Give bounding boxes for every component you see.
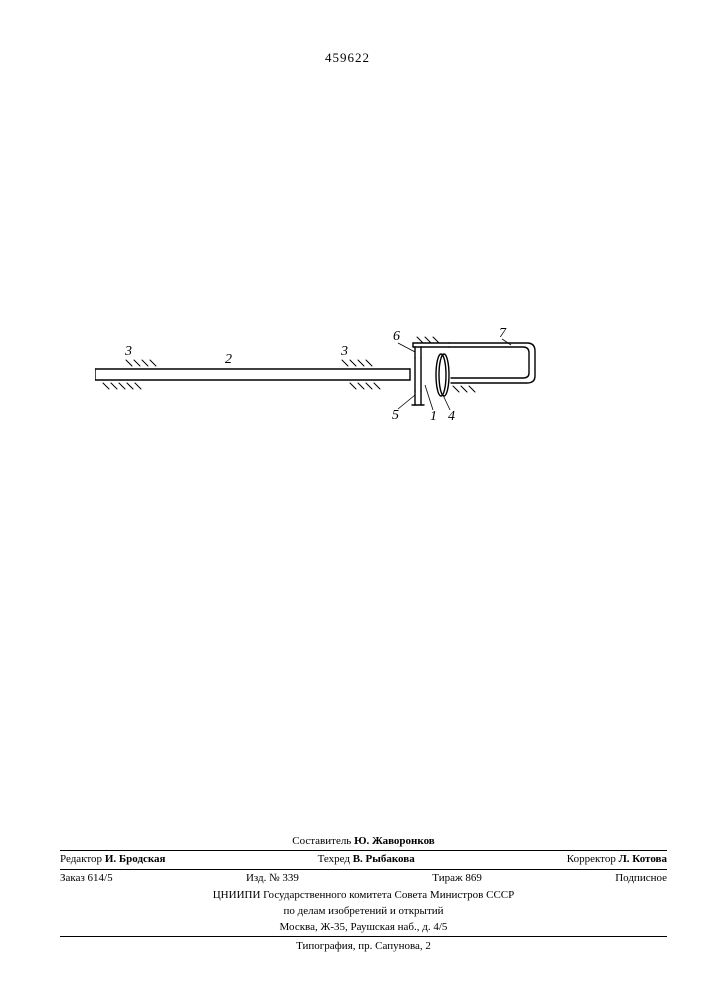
techred-name: В. Рыбакова <box>353 853 415 865</box>
label-5: 5 <box>392 408 399 423</box>
label-7: 7 <box>499 326 507 341</box>
patent-number: 459622 <box>325 50 370 66</box>
label-4: 4 <box>448 409 455 424</box>
corrector-label: Корректор <box>567 853 616 865</box>
typography: Типография, пр. Сапунова, 2 <box>60 936 667 955</box>
label-3b: 3 <box>340 344 348 359</box>
label-3a: 3 <box>124 344 132 359</box>
org-line1: ЦНИИПИ Государственного комитета Совета … <box>60 888 667 904</box>
subscription: Подписное <box>615 871 667 887</box>
composer-name: Ю. Жаворонков <box>354 835 435 847</box>
edition-number: Изд. № 339 <box>246 871 299 887</box>
org-line3: Москва, Ж-35, Раушская наб., д. 4/5 <box>60 920 667 936</box>
techred-label: Техред <box>318 853 350 865</box>
editor-label: Редактор <box>60 853 102 865</box>
org-line2: по делам изобретений и открытий <box>60 904 667 920</box>
footer-block: Составитель Ю. Жаворонков Редактор И. Бр… <box>60 834 667 955</box>
composer-label: Составитель <box>292 835 351 847</box>
label-6: 6 <box>393 329 400 344</box>
editor-name: И. Бродская <box>105 853 166 865</box>
circulation: Тираж 869 <box>432 871 482 887</box>
order-number: Заказ 614/5 <box>60 871 113 887</box>
corrector-name: Л. Котова <box>619 853 667 865</box>
technical-figure: 3 2 3 6 7 5 1 4 <box>95 325 565 445</box>
label-1: 1 <box>430 409 437 424</box>
label-2: 2 <box>225 352 232 367</box>
